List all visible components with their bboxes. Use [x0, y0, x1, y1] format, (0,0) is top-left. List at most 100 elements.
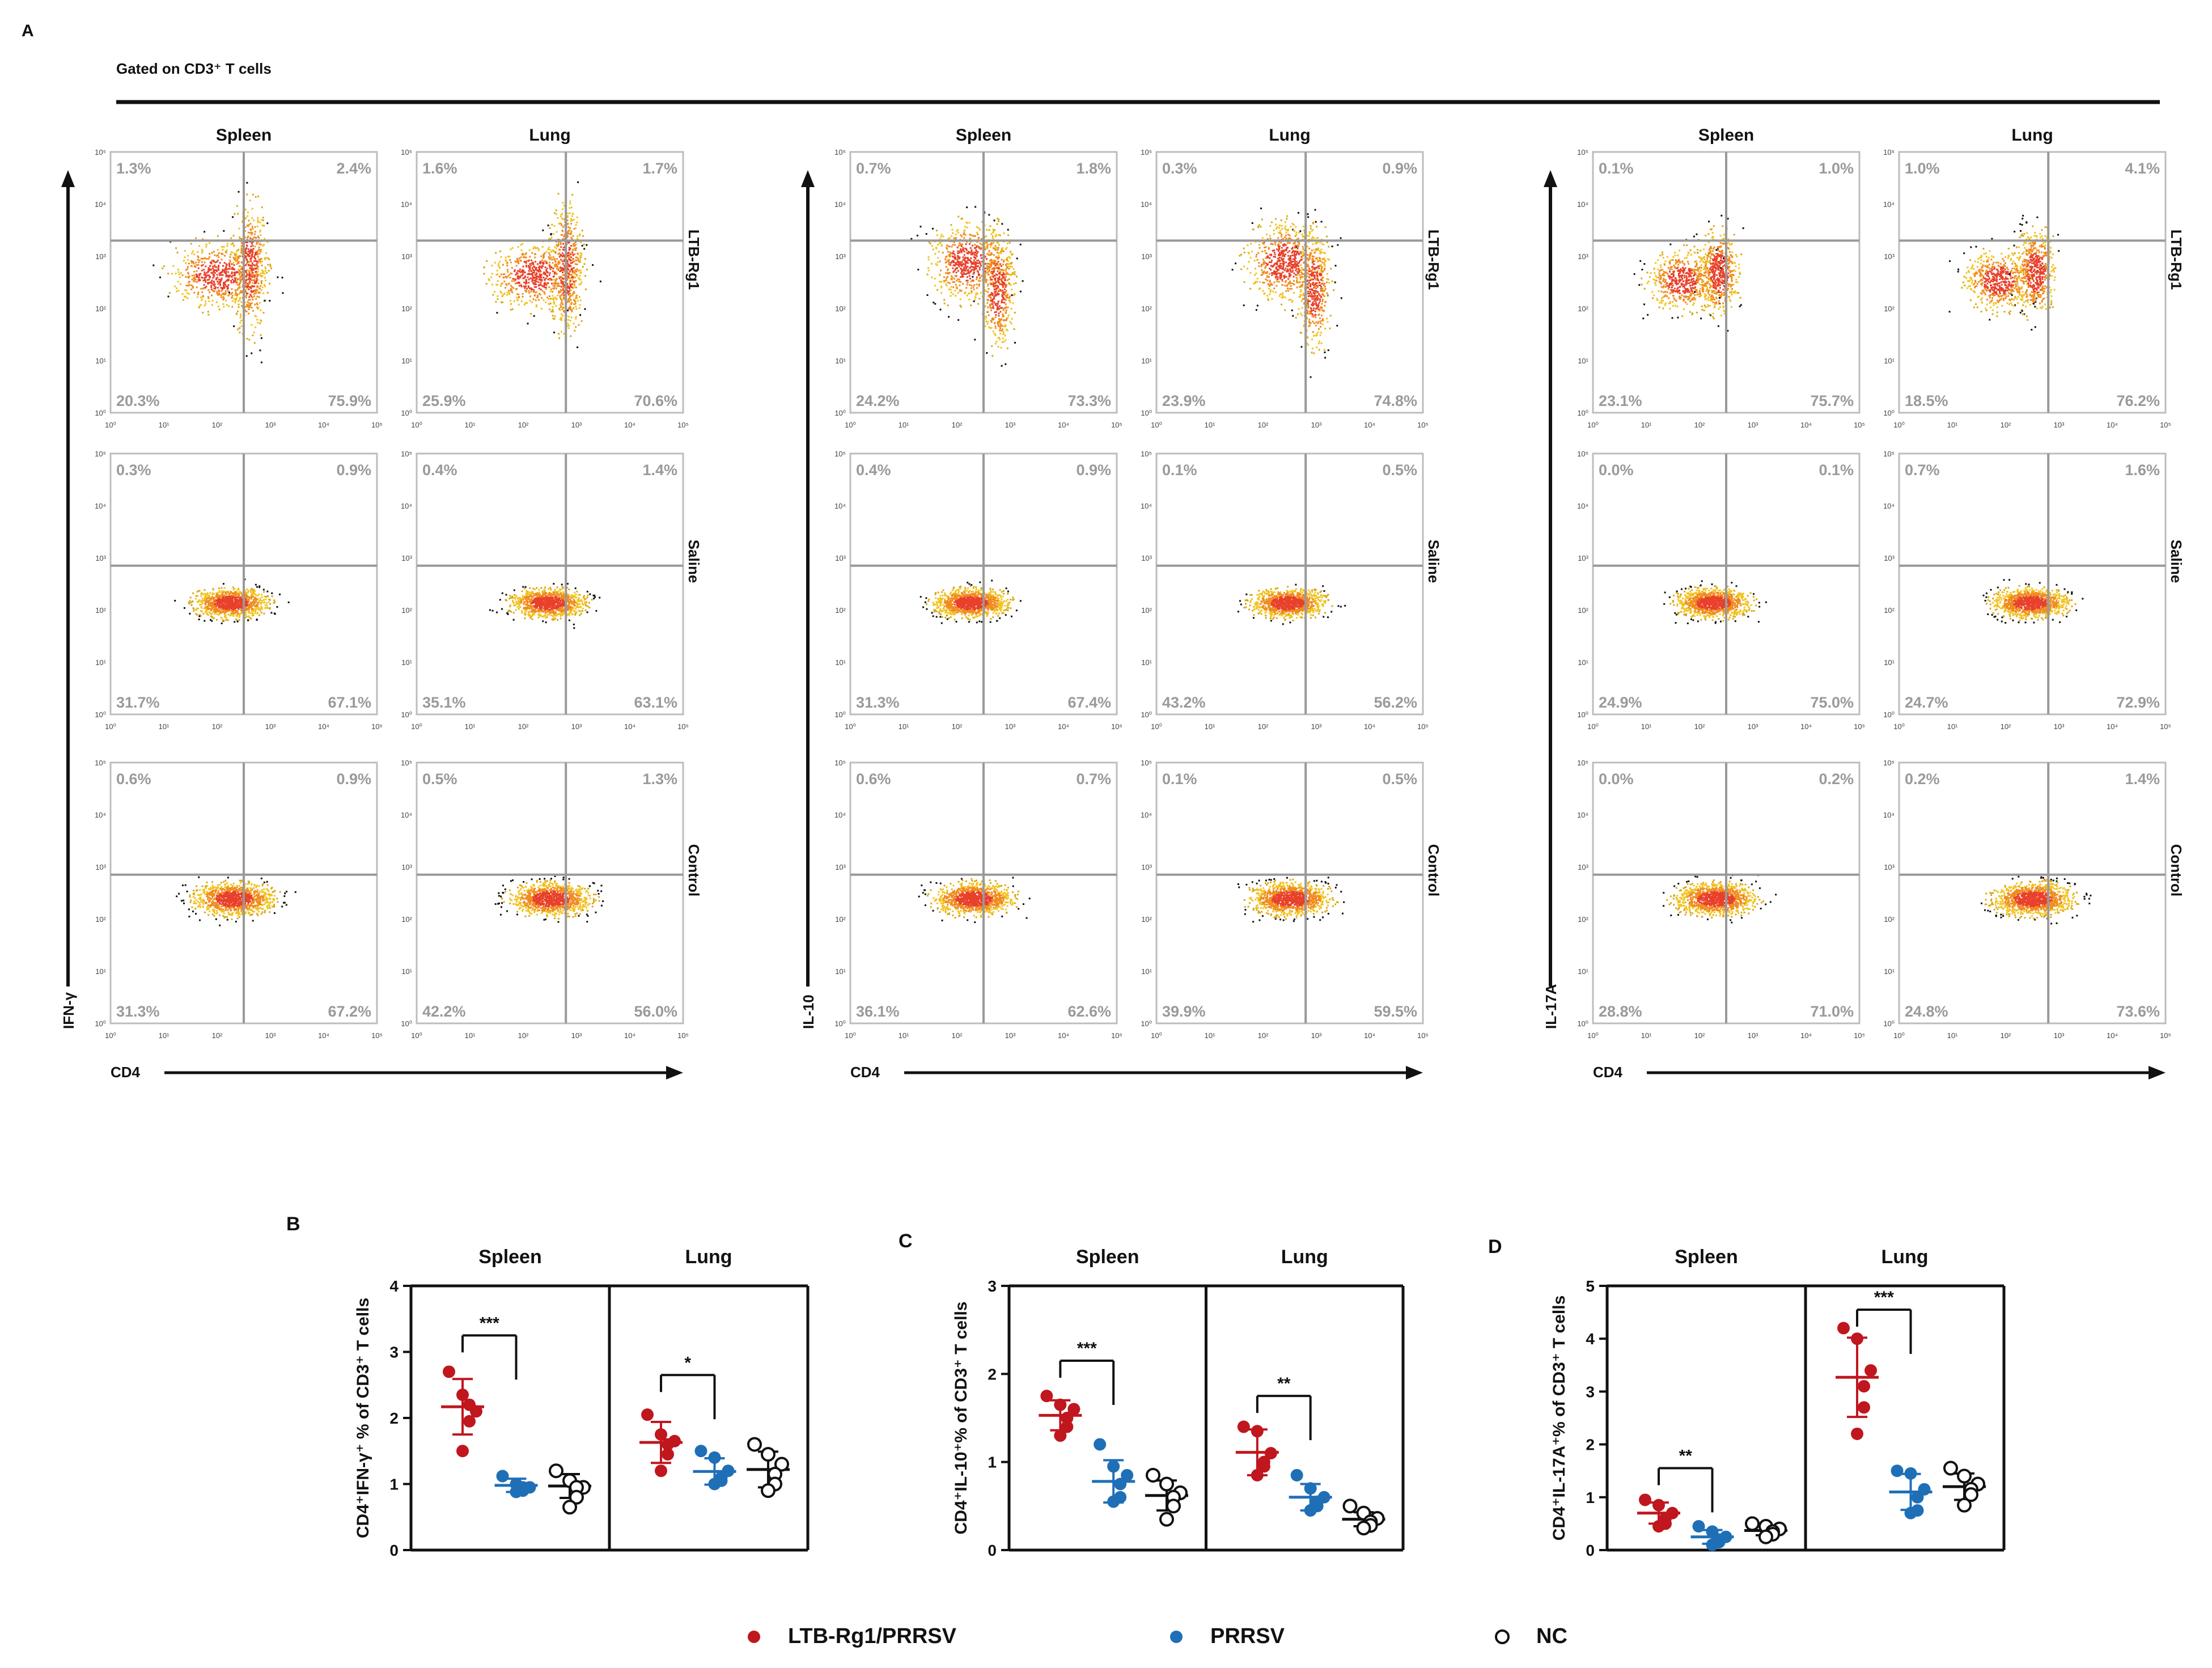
- event-dot: [570, 285, 571, 287]
- event-dot: [545, 594, 547, 596]
- event-dot: [257, 292, 260, 294]
- event-dot: [238, 227, 240, 230]
- event-dot: [516, 260, 519, 262]
- event-dot: [231, 602, 233, 604]
- event-dot: [238, 255, 240, 257]
- x-tick-label: 10³: [265, 722, 276, 731]
- event-dot: [552, 609, 554, 611]
- event-dot: [261, 280, 263, 282]
- event-dot: [262, 219, 264, 222]
- event-dot: [252, 595, 254, 598]
- event-dot: [212, 588, 214, 590]
- event-dot: [558, 599, 560, 601]
- event-dot: [569, 298, 571, 300]
- event-dot: [252, 603, 255, 604]
- event-dot: [533, 295, 536, 297]
- event-dot: [223, 282, 226, 285]
- event-dot: [277, 276, 279, 278]
- event-dot: [541, 297, 543, 299]
- event-dot: [571, 206, 573, 209]
- event-dot: [534, 276, 536, 278]
- event-dot: [552, 615, 554, 617]
- event-dot: [257, 911, 260, 913]
- event-dot: [552, 295, 554, 297]
- event-dot: [529, 604, 531, 607]
- event-dot: [554, 260, 556, 262]
- event-dot: [562, 598, 565, 600]
- event-dot: [228, 291, 230, 294]
- event-dot: [573, 243, 575, 245]
- event-dot: [247, 264, 249, 266]
- event-dot: [217, 281, 219, 283]
- event-dot: [192, 250, 194, 252]
- event-dot: [567, 595, 570, 597]
- event-dot: [579, 272, 582, 274]
- event-dot: [226, 279, 228, 281]
- event-dot: [550, 599, 553, 602]
- event-dot: [221, 886, 223, 888]
- event-dot: [251, 615, 253, 617]
- event-dot: [570, 600, 572, 603]
- event-dot: [218, 281, 221, 283]
- event-dot: [239, 606, 241, 608]
- event-dot: [240, 268, 242, 270]
- event-dot: [225, 604, 227, 607]
- event-dot: [259, 231, 261, 233]
- event-dot: [578, 278, 580, 280]
- event-dot: [507, 611, 509, 613]
- event-dot: [548, 252, 550, 254]
- event-dot: [232, 281, 235, 283]
- event-dot: [232, 268, 234, 270]
- group-label: LTB-Rg1: [685, 230, 702, 290]
- event-dot: [580, 253, 583, 255]
- event-dot: [561, 268, 563, 270]
- event-dot: [253, 292, 255, 294]
- event-dot: [530, 594, 532, 596]
- event-dot: [222, 611, 224, 612]
- event-dot: [252, 608, 254, 610]
- event-dot: [239, 280, 241, 282]
- event-dot: [511, 291, 514, 294]
- event-dot: [237, 595, 239, 597]
- event-dot: [577, 300, 579, 302]
- event-dot: [236, 596, 239, 598]
- event-dot: [563, 274, 565, 276]
- event-dot: [549, 268, 552, 270]
- group-label: Saline: [685, 540, 702, 583]
- event-dot: [239, 265, 241, 268]
- event-dot: [558, 594, 560, 596]
- event-dot: [563, 291, 565, 293]
- event-dot: [549, 592, 551, 594]
- event-dot: [509, 606, 511, 607]
- event-dot: [553, 273, 556, 275]
- event-dot: [218, 613, 221, 615]
- event-dot: [219, 602, 221, 604]
- event-dot: [542, 229, 544, 231]
- event-dot: [224, 291, 227, 294]
- event-dot: [232, 592, 235, 594]
- event-dot: [538, 266, 540, 269]
- event-dot: [492, 294, 494, 296]
- event-dot: [555, 592, 557, 594]
- event-dot: [553, 607, 556, 609]
- event-dot: [508, 609, 510, 612]
- event-dot: [226, 596, 228, 599]
- event-dot: [185, 276, 187, 278]
- event-dot: [230, 909, 232, 912]
- event-dot: [223, 270, 226, 273]
- event-dot: [228, 602, 230, 604]
- event-dot: [562, 306, 565, 308]
- event-dot: [257, 219, 259, 221]
- event-dot: [266, 291, 269, 294]
- event-dot: [525, 261, 527, 263]
- event-dot: [560, 286, 562, 288]
- event-dot: [550, 288, 552, 290]
- event-dot: [249, 261, 251, 263]
- event-dot: [245, 614, 247, 616]
- event-dot: [253, 260, 256, 263]
- event-dot: [219, 273, 222, 274]
- quadrant-lr-value: 67.1%: [328, 694, 371, 711]
- event-dot: [540, 601, 542, 603]
- event-dot: [228, 595, 230, 596]
- event-dot: [499, 599, 501, 601]
